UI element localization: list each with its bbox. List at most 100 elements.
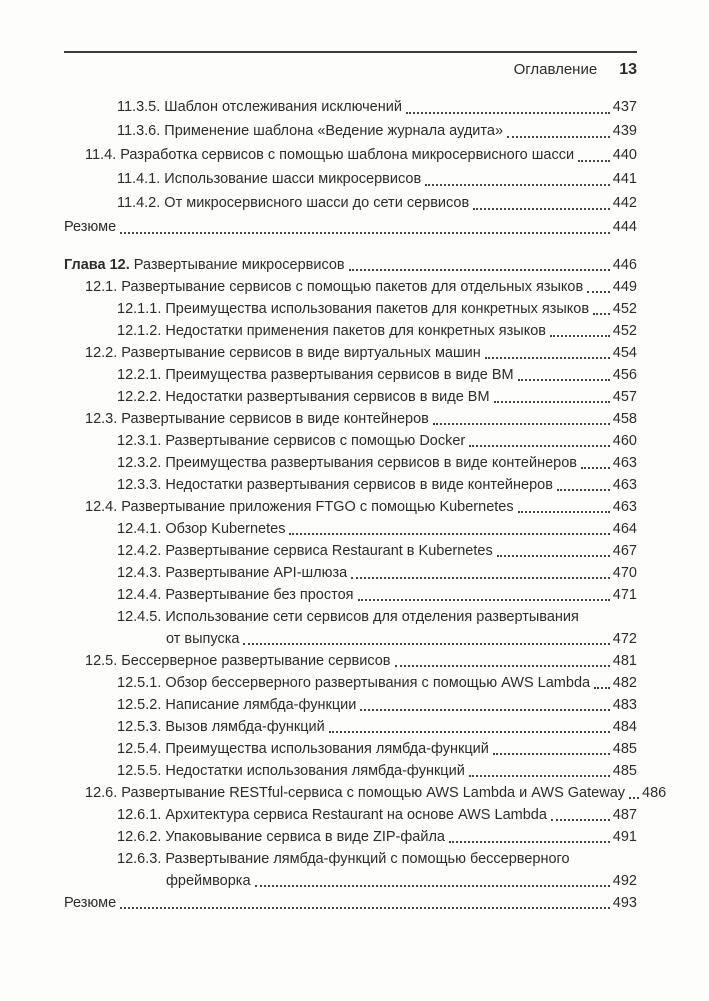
dotted-leader xyxy=(448,841,610,843)
running-header: Оглавление 13 xyxy=(64,61,637,79)
toc-entry-label: 12.5.4. Преимущества использования лямбд… xyxy=(117,741,489,757)
dotted-leader xyxy=(473,208,610,210)
dotted-leader xyxy=(587,291,610,293)
toc-entry: 12.2.1. Преимущества развертывания серви… xyxy=(64,364,637,386)
toc-entry: 12.5.1. Обзор бессерверного развертывани… xyxy=(64,672,637,694)
toc-page-number: 439 xyxy=(612,123,637,139)
toc-entry-label: Резюме xyxy=(64,895,117,911)
toc-entry: 12.4.2. Развертывание сервиса Restaurant… xyxy=(64,540,637,562)
dotted-leader xyxy=(578,160,610,162)
toc-list: 11.3.5. Шаблон отслеживания исключений 43… xyxy=(64,95,666,914)
toc-entry-label: 12.2. Развертывание сервисов в виде вирт… xyxy=(85,345,481,361)
toc-entry: 12.4.3. Развертывание API-шлюза 470 xyxy=(64,562,637,584)
dotted-leader xyxy=(496,555,610,557)
toc-entry-label: 12.6.1. Архитектура сервиса Restaurant н… xyxy=(117,807,547,823)
toc-entry: 12.4.4. Развертывание без простоя 471 xyxy=(64,584,637,606)
toc-entry-line: 12.4.5. Использование сети сервисов для … xyxy=(64,606,637,628)
header-rule xyxy=(64,51,637,53)
toc-page-number: 481 xyxy=(612,653,637,669)
toc-entry-label: 12.6.2. Упаковывание сервиса в виде ZIP-… xyxy=(117,829,445,845)
toc-page-number: 483 xyxy=(612,697,637,713)
toc-page-number: 472 xyxy=(612,631,637,647)
toc-entry-label: 12.5.2. Написание лямбда-функции xyxy=(117,697,357,713)
toc-entry: 12.3. Развертывание сервисов в виде конт… xyxy=(64,408,637,430)
toc-page-number: 486 xyxy=(642,785,667,801)
toc-entry: 12.3.3. Недостатки развертывания сервисо… xyxy=(64,474,637,496)
toc-entry-label: 12.3.1. Развертывание сервисов с помощью… xyxy=(117,433,466,449)
toc-entry-label: Резюме xyxy=(64,219,117,235)
toc-entry-label: от выпуска xyxy=(166,631,240,647)
toc-entry: Резюме 444 xyxy=(64,215,637,239)
toc-entry: 11.3.6. Применение шаблона «Ведение журн… xyxy=(64,119,637,143)
toc-page-number: 442 xyxy=(612,195,637,211)
dotted-leader xyxy=(493,401,610,403)
toc-entry-label: 12.3. Развертывание сервисов в виде конт… xyxy=(85,411,429,427)
dotted-leader xyxy=(492,753,610,755)
toc-entry-label: 12.1.1. Преимущества использования пакет… xyxy=(117,301,590,317)
toc-page-number: 467 xyxy=(612,543,637,559)
toc-page-number: 484 xyxy=(612,719,637,735)
toc-entry-label: 12.6. Развертывание RESTful-сервиса с по… xyxy=(85,785,626,801)
toc-entry: 11.3.5. Шаблон отслеживания исключений 43… xyxy=(64,95,637,119)
dotted-leader xyxy=(394,665,610,667)
toc-entry: 12.6. Развертывание RESTful-сервиса с по… xyxy=(64,782,666,804)
toc-entry: 12.2. Развертывание сервисов в виде вирт… xyxy=(64,342,637,364)
dotted-leader xyxy=(405,112,610,114)
toc-page-number: 464 xyxy=(612,521,637,537)
toc-page-number: 470 xyxy=(612,565,637,581)
dotted-leader xyxy=(550,819,610,821)
toc-entry-label: 12.5. Бессерверное развертывание сервисо… xyxy=(85,653,391,669)
toc-entry-label: 12.4. Развертывание приложения FTGO с по… xyxy=(85,499,514,515)
dotted-leader xyxy=(289,533,610,535)
toc-entry-label: 11.4.1. Использование шасси микросервисо… xyxy=(117,171,422,187)
toc-entry-label: 12.1.2. Недостатки применения пакетов дл… xyxy=(117,323,547,339)
toc-page-number: 437 xyxy=(612,99,637,115)
dotted-leader xyxy=(594,687,610,689)
toc-entry: 12.5.2. Написание лямбда-функции 483 xyxy=(64,694,637,716)
toc-entry-label: 11.3.6. Применение шаблона «Ведение журн… xyxy=(117,123,504,139)
toc-entry: 12.6.1. Архитектура сервиса Restaurant н… xyxy=(64,804,637,826)
toc-entry: 12.4.1. Обзор Kubernetes 464 xyxy=(64,518,637,540)
dotted-leader xyxy=(469,445,610,447)
toc-entry-label: 11.4.2. От микросервисного шасси до сети… xyxy=(117,195,470,211)
toc-entry-label: 11.3.5. Шаблон отслеживания исключений xyxy=(117,99,402,115)
dotted-leader xyxy=(360,709,610,711)
toc-entry: 12.5. Бессерверное развертывание сервисо… xyxy=(64,650,637,672)
toc-page-number: 441 xyxy=(612,171,637,187)
toc-page-number: 463 xyxy=(612,477,637,493)
dotted-leader xyxy=(484,357,610,359)
dotted-leader xyxy=(550,335,610,337)
dotted-leader xyxy=(328,731,610,733)
toc-entry-label: 12.2.2. Недостатки развертывания сервисо… xyxy=(117,389,490,405)
dotted-leader xyxy=(425,184,610,186)
dotted-leader xyxy=(468,775,610,777)
toc-entry-label: 12.4.5. Использование сети сервисов для … xyxy=(117,609,579,625)
dotted-leader xyxy=(348,269,610,271)
dotted-leader xyxy=(517,379,610,381)
toc-entry-label: фреймворка xyxy=(166,873,251,889)
toc-entry-label: 12.3.2. Преимущества развертывания серви… xyxy=(117,455,577,471)
toc-page-number: 460 xyxy=(612,433,637,449)
toc-entry-label: 12.4.2. Развертывание сервиса Restaurant… xyxy=(117,543,493,559)
toc-entry: 12.1.1. Преимущества использования пакет… xyxy=(64,298,637,320)
toc-page-number: 456 xyxy=(612,367,637,383)
toc-page-number: 454 xyxy=(612,345,637,361)
toc-entry: 11.4. Разработка сервисов с помощью шабл… xyxy=(64,143,637,167)
toc-entry: 11.4.2. От микросервисного шасси до сети… xyxy=(64,191,637,215)
toc-entry-label: 12.4.3. Развертывание API-шлюза xyxy=(117,565,348,581)
toc-entry-label: 12.5.5. Недостатки использования лямбда-… xyxy=(117,763,465,779)
toc-entry: 12.6.2. Упаковывание сервиса в виде ZIP-… xyxy=(64,826,637,848)
toc-page-number: 440 xyxy=(612,147,637,163)
toc-entry: 12.5.4. Преимущества использования лямбд… xyxy=(64,738,637,760)
toc-entry-label: 12.4.1. Обзор Kubernetes xyxy=(117,521,286,537)
toc-page-number: 452 xyxy=(612,323,637,339)
toc-page-number: 471 xyxy=(612,587,637,603)
dotted-leader xyxy=(517,511,610,513)
toc-entry: 12.4. Развертывание приложения FTGO с по… xyxy=(64,496,637,518)
toc-page-number: 458 xyxy=(612,411,637,427)
toc-entry: Резюме 493 xyxy=(64,892,637,914)
toc-section: Глава 12. Развертывание микросервисов 446… xyxy=(64,254,666,914)
dotted-leader xyxy=(243,643,610,645)
toc-entry: 12.3.1. Развертывание сервисов с помощью… xyxy=(64,430,637,452)
